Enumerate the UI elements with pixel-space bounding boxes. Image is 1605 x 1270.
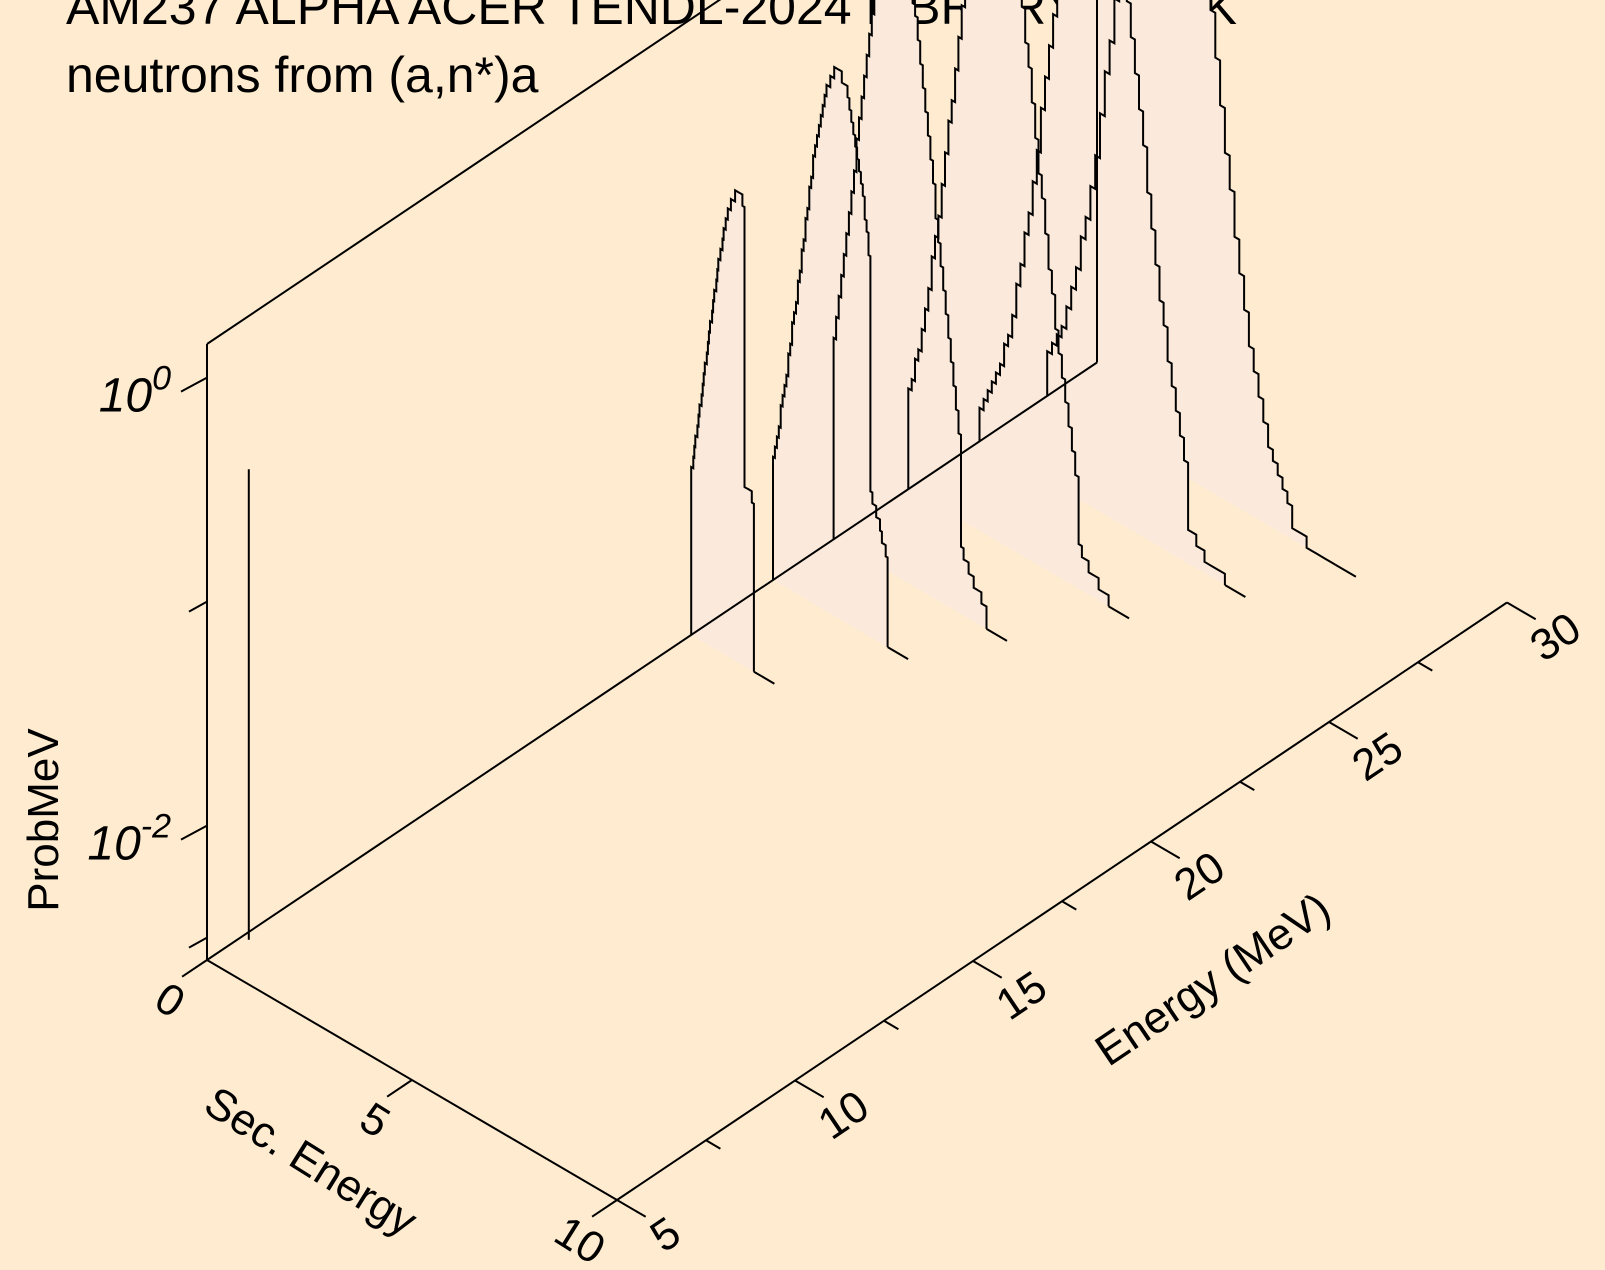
- plot-frame: [206, 0, 1508, 1201]
- x-tick-25: [1328, 721, 1359, 740]
- x-minor-tick: [705, 1139, 721, 1150]
- x-tick-label-20: 20: [1166, 842, 1234, 910]
- x-tick-label-5: 5: [642, 1208, 690, 1262]
- x-tick-20: [1150, 840, 1181, 860]
- x-tick-label-15: 15: [988, 962, 1056, 1030]
- spectrum-floor-trace: [985, 628, 1008, 642]
- x-tick-label-30: 30: [1522, 603, 1590, 671]
- x-minor-tick: [1061, 900, 1077, 911]
- y-tick-0: [181, 959, 208, 978]
- spectrum-floor-trace: [887, 646, 909, 660]
- spectrum-line: [772, 65, 889, 648]
- z-tick-label-0: 100: [99, 360, 171, 423]
- spectrum-fill: [773, 67, 888, 648]
- spectrum-line: [832, 0, 988, 629]
- spectrum-fill: [833, 0, 987, 629]
- z-minor-tick: [188, 600, 208, 613]
- axis-ticks: [180, 376, 1537, 1218]
- spectrum-floor-trace: [753, 670, 775, 685]
- spectrum-fills: [691, 0, 1336, 672]
- z-tick--2: [180, 824, 208, 841]
- z-tick-0: [180, 376, 208, 393]
- spectrum-series: [247, 0, 1357, 940]
- z-minor-tick: [188, 936, 208, 949]
- x-minor-tick: [1417, 661, 1433, 672]
- spectrum-line: [978, 0, 1226, 585]
- x-axis-label: Energy (MeV): [1087, 883, 1339, 1075]
- spectrum-floor-trace: [1334, 563, 1357, 578]
- x-tick-10: [794, 1079, 825, 1099]
- back-wall-top-edge: [206, 0, 722, 345]
- x-tick-label-10: 10: [810, 1081, 878, 1149]
- x-tick-5: [616, 1199, 647, 1218]
- x-tick-30: [1506, 601, 1537, 621]
- x-minor-tick: [1239, 780, 1255, 791]
- chart-title-line-2: neutrons from (a,n*)a: [66, 47, 539, 103]
- floor-front-edge: [616, 601, 1508, 1201]
- x-minor-tick: [883, 1019, 899, 1031]
- y-tick-label-0: 0: [146, 973, 193, 1028]
- spectrum-floor-trace: [1108, 605, 1130, 620]
- y-tick-10: [591, 1199, 618, 1218]
- floor-back-edge: [206, 361, 1098, 961]
- x-tick-label-25: 25: [1344, 723, 1412, 791]
- spectrum-line: [1046, 0, 1336, 566]
- x-tick-15: [972, 960, 1003, 979]
- y-tick-5: [386, 1079, 413, 1098]
- y-tick-label-10: 10: [546, 1207, 613, 1270]
- spectrum-line: [690, 188, 755, 672]
- chart-title-line-1: AM237 ALPHA ACER TENDL-2024 LIBRARY; T=0…: [66, 0, 1237, 35]
- z-axis-label: ProbMeV: [19, 728, 68, 912]
- z-tick-label--2: 10-2: [87, 808, 171, 871]
- y-tick-label-5: 5: [351, 1093, 398, 1148]
- spectrum-fill: [691, 190, 754, 672]
- spectrum-floor-trace: [1224, 584, 1246, 598]
